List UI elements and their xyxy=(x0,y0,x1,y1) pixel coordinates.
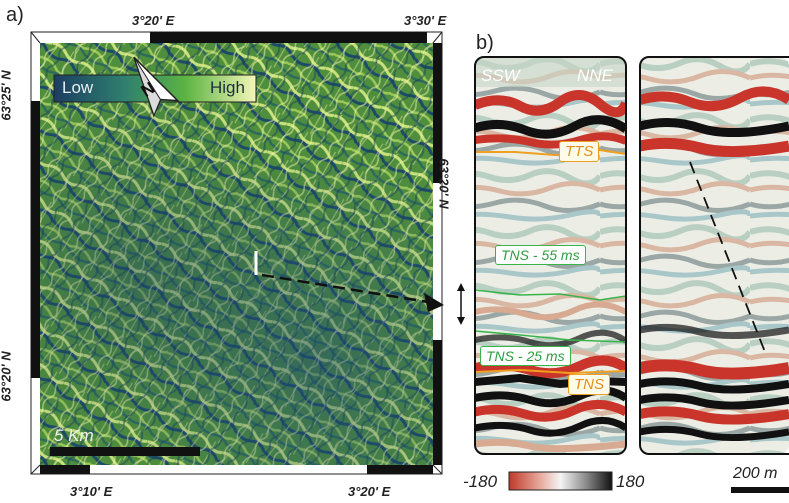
direction-left: SSW xyxy=(481,66,520,85)
bottom-coord-2: 3°20' E xyxy=(348,484,391,499)
horizon-tns: TNS xyxy=(568,374,610,395)
right-coord-1: 63°20' N xyxy=(436,158,452,209)
legend-high-label: High xyxy=(210,78,245,97)
map-scale-label: 5 Km xyxy=(54,426,94,445)
map-scalebar xyxy=(50,447,200,456)
section-scale-label: 200 m xyxy=(733,465,778,482)
top-coord-2: 3°30' E xyxy=(404,13,447,28)
connector-arrow xyxy=(261,273,444,312)
colorbar-min: -180 xyxy=(463,472,498,491)
amplitude-colorbar xyxy=(508,471,613,491)
horizon-tns-55: TNS - 55 ms xyxy=(495,245,586,265)
bracket-marker xyxy=(457,283,465,325)
section-scalebar xyxy=(731,487,789,493)
left-coord-2: 63°20' N xyxy=(0,351,14,402)
legend-low-label: Low xyxy=(62,78,94,97)
panel-a-label: a) xyxy=(6,4,24,26)
north-arrow-icon xyxy=(133,56,180,118)
direction-right: NNE xyxy=(577,66,613,85)
left-coord-1: 63°25' N xyxy=(0,70,14,121)
attribute-map xyxy=(40,43,433,465)
seismic-section-2 xyxy=(640,57,789,454)
bottom-coord-1: 3°10' E xyxy=(70,484,113,499)
colorbar-max: 180 xyxy=(616,472,645,491)
horizon-tts: TTS xyxy=(559,141,600,162)
panel-b-label: b) xyxy=(476,32,494,54)
top-coord-1: 3°20' E xyxy=(132,13,175,28)
horizon-tns-25: TNS - 25 ms xyxy=(480,346,571,366)
